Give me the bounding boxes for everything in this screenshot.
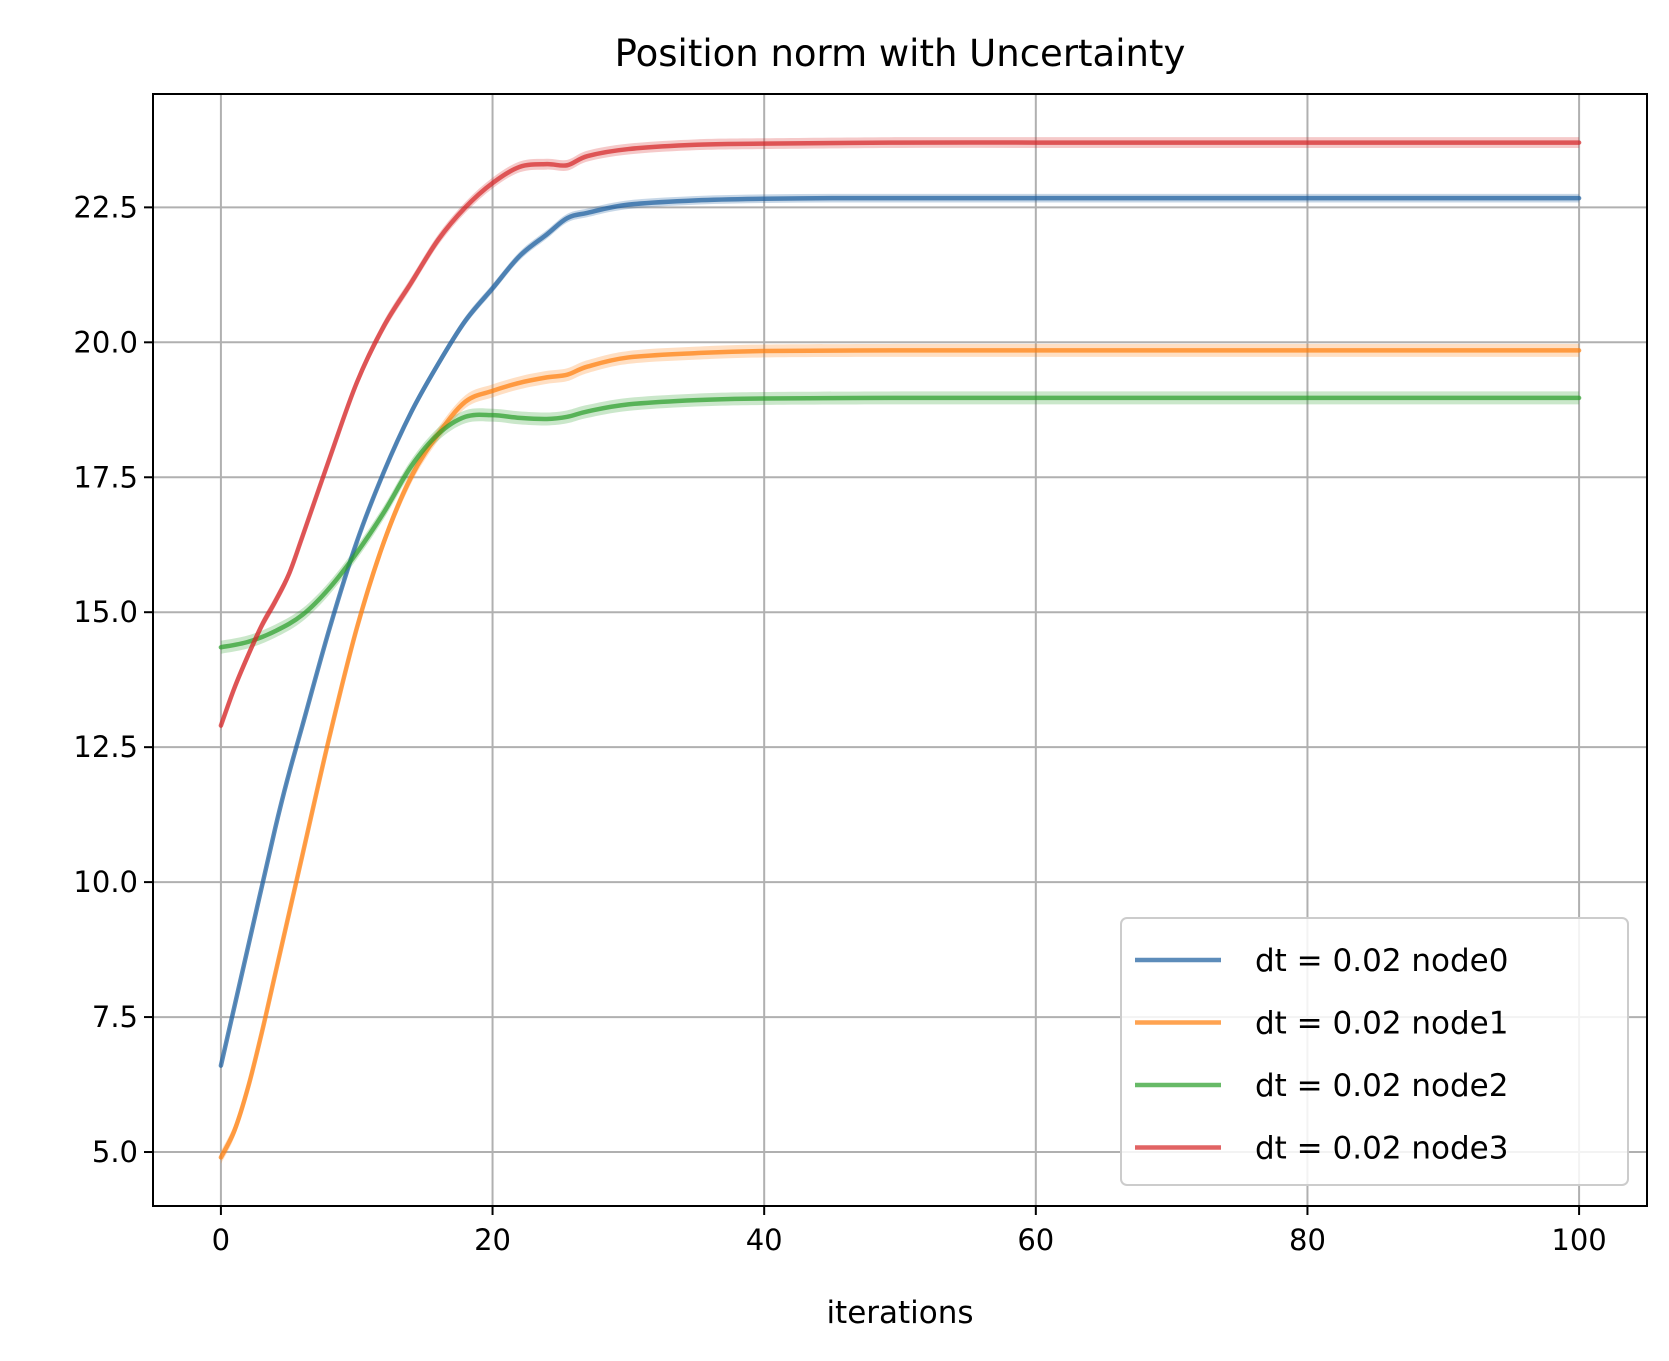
x-tick-label: 80 xyxy=(1289,1223,1326,1257)
y-tick-label: 17.5 xyxy=(73,460,138,494)
x-tick-label: 0 xyxy=(212,1223,230,1257)
y-tick-label: 15.0 xyxy=(73,595,138,629)
x-axis-ticks: 0 20 40 60 80 100 xyxy=(212,1206,1607,1257)
series-lines xyxy=(218,140,1582,1160)
x-axis-label: iterations xyxy=(826,1295,973,1331)
y-tick-label: 20.0 xyxy=(73,325,138,359)
chart-title: Position norm with Uncertainty xyxy=(615,32,1186,75)
legend-label: dt = 0.02 node2 xyxy=(1255,1068,1508,1104)
x-tick-label: 100 xyxy=(1551,1223,1606,1257)
series-0-line xyxy=(218,195,1582,1068)
y-tick-label: 7.5 xyxy=(92,1000,138,1034)
x-tick-label: 40 xyxy=(746,1223,783,1257)
legend: dt = 0.02 node0 dt = 0.02 node1 dt = 0.02 … xyxy=(1120,917,1629,1186)
legend-label: dt = 0.02 node1 xyxy=(1255,1006,1508,1042)
grid-lines xyxy=(153,94,1647,1206)
series-1-line xyxy=(218,348,1582,1160)
legend-label: dt = 0.02 node3 xyxy=(1255,1131,1508,1167)
legend-box xyxy=(1120,917,1629,1186)
plot-frame xyxy=(152,93,1648,1207)
y-axis-ticks: 5.0 7.5 10.0 12.5 15.0 17.5 20.0 22.5 xyxy=(73,190,153,1169)
y-tick-label: 12.5 xyxy=(73,730,138,764)
x-tick-label: 60 xyxy=(1017,1223,1054,1257)
series-2-line xyxy=(218,395,1582,650)
y-tick-label: 5.0 xyxy=(92,1135,138,1169)
legend-label: dt = 0.02 node0 xyxy=(1255,943,1508,979)
y-tick-label: 10.0 xyxy=(73,865,138,899)
x-tick-label: 20 xyxy=(474,1223,511,1257)
y-tick-label: 22.5 xyxy=(73,190,138,224)
series-3-line xyxy=(218,140,1582,728)
